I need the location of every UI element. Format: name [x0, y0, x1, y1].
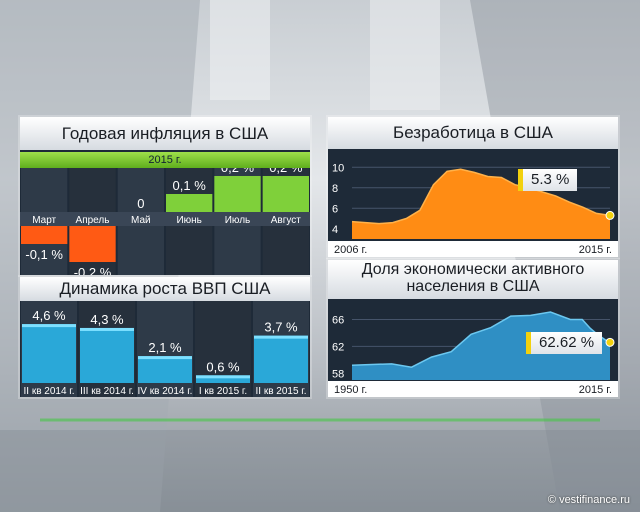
inflation-category-label: Август: [271, 215, 302, 226]
unemployment-ytick-label: 10: [332, 162, 344, 174]
gdp-bar: [80, 327, 134, 383]
gdp-bar-highlight: [80, 327, 134, 331]
gdp-value-label: 4,3 %: [90, 312, 124, 327]
gdp-bar: [22, 324, 76, 383]
inflation-value-label: 0: [137, 196, 144, 211]
unemployment-xlabel-end: 2015 г.: [579, 244, 612, 256]
inflation-bar: [21, 226, 68, 244]
inflation-year-bar: 2015 г.: [20, 152, 310, 168]
participation-title-line2: населения в США: [406, 278, 540, 295]
participation-line: [351, 311, 611, 368]
participation-chart: 58 62 66 1950 г. 2015 г.: [328, 300, 618, 397]
unemployment-chart: 4 6 8 10 2006 г. 2015 г.: [328, 149, 618, 257]
inflation-value-label: -0,2 %: [74, 265, 112, 275]
inflation-value-label: 0,2 %: [221, 168, 255, 175]
inflation-value-label: 0,1 %: [173, 178, 207, 193]
inflation-title: Годовая инфляция в США: [20, 117, 310, 150]
gdp-value-label: 3,7 %: [264, 320, 298, 335]
watermark: © vestifinance.ru: [547, 494, 630, 506]
inflation-category-label: Июнь: [176, 215, 201, 226]
inflation-bar: [262, 176, 309, 212]
inflation-category-label: Апрель: [76, 215, 110, 226]
gdp-category-label: I кв 2015 г.: [199, 386, 247, 397]
participation-xlabel-start: 1950 г.: [334, 384, 367, 396]
participation-endpoint: [605, 337, 615, 347]
unemployment-xlabel-start: 2006 г.: [334, 244, 367, 256]
unemployment-ytick-label: 6: [332, 203, 338, 215]
inflation-bar: [69, 226, 116, 262]
participation-ytick-label: 58: [332, 368, 344, 380]
unemployment-ytick-label: 4: [332, 224, 338, 236]
gdp-bar-highlight: [254, 335, 308, 339]
participation-panel: Доля экономически активного населения в …: [328, 260, 618, 397]
unemployment-xlabel-strip: [328, 241, 618, 257]
unemployment-endpoint: [605, 210, 615, 220]
participation-title: Доля экономически активного населения в …: [328, 260, 618, 299]
inflation-chart: -0,1 % Март -0,2 % Апрель 0 Май 0,1 % Июнь 0,2 %…: [20, 168, 310, 275]
participation-area: [352, 312, 610, 380]
gdp-value-label: 2,1 %: [148, 340, 182, 355]
gdp-category-label: III кв 2014 г.: [80, 386, 134, 397]
inflation-category-label: Май: [131, 215, 151, 226]
unemployment-title: Безработица в США: [328, 117, 618, 149]
inflation-value-label: -0,1 %: [25, 247, 63, 262]
gdp-bar-highlight: [138, 356, 192, 360]
unemployment-ytick-label: 8: [332, 183, 338, 195]
gdp-chart: 4,6 % II кв 2014 г. 4,3 % III кв 2014 г. 2,1…: [21, 301, 309, 397]
gdp-title: Динамика роста ВВП США: [20, 277, 310, 301]
inflation-value-label: 0,2 %: [269, 168, 303, 175]
inflation-bar: [214, 176, 261, 212]
participation-ytick-label: 66: [332, 314, 344, 326]
gdp-bar: [138, 356, 192, 383]
unemployment-area: [352, 169, 610, 239]
participation-xlabel-end: 2015 г.: [579, 384, 612, 396]
unemployment-line: [351, 168, 611, 225]
participation-title-line1: Доля экономически активного: [361, 261, 585, 278]
inflation-category-strip: [20, 212, 310, 226]
unemployment-panel: Безработица в США 4 6 8 10 2006 г. 2015 г. 5.…: [328, 117, 618, 257]
gdp-value-label: 4,6 %: [32, 308, 66, 323]
inflation-panel: Годовая инфляция в США 2015 г. -0,1 % Мар…: [20, 117, 310, 275]
participation-xlabel-strip: [328, 381, 618, 397]
gdp-panel: Динамика роста ВВП США 4,6 % II кв 2014 г…: [20, 277, 310, 397]
gdp-category-label: II кв 2014 г.: [23, 386, 74, 397]
inflation-category-label: Март: [32, 215, 56, 226]
gdp-category-label: IV кв 2014 г.: [138, 386, 193, 397]
gdp-bar: [254, 335, 308, 383]
inflation-category-label: Июль: [225, 215, 251, 226]
participation-callout: 62.62 %: [526, 332, 603, 354]
unemployment-callout: 5.3 %: [518, 169, 578, 191]
gdp-bar-highlight: [196, 375, 250, 379]
gdp-value-label: 0,6 %: [206, 359, 240, 374]
gdp-category-label: II кв 2015 г.: [255, 386, 306, 397]
gdp-bar: [196, 375, 250, 383]
inflation-bar: [166, 194, 213, 212]
gdp-bar-highlight: [22, 324, 76, 328]
participation-ytick-label: 62: [332, 341, 344, 353]
